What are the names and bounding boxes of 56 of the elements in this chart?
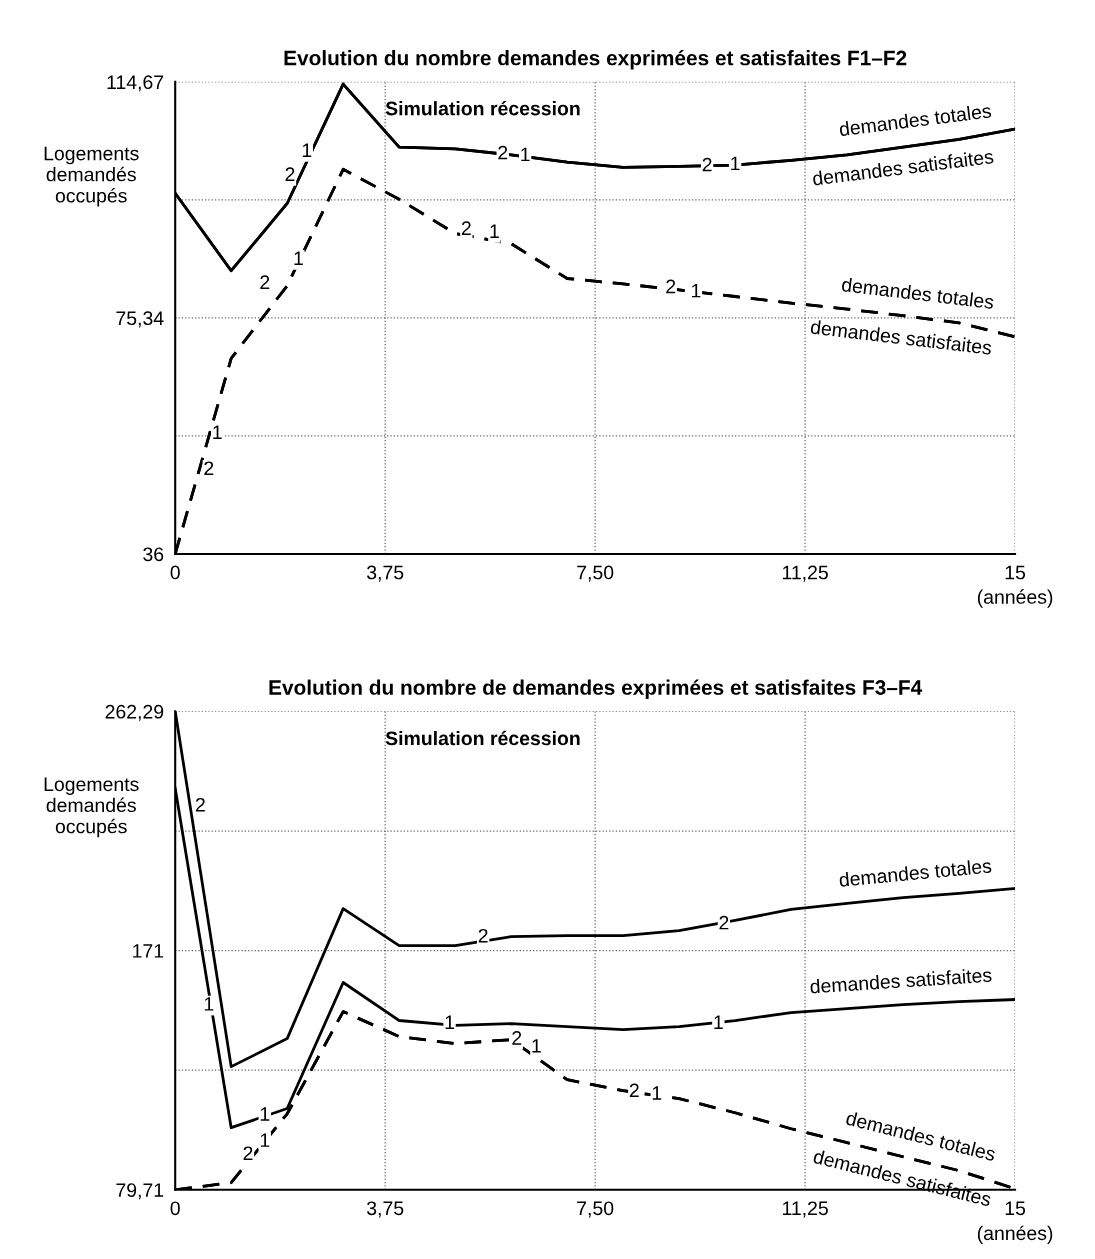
annotation: Simulation récession <box>385 100 580 116</box>
text: demandes totales <box>838 858 992 887</box>
annotation: 2 <box>195 797 205 812</box>
text: demandes totales <box>838 103 992 137</box>
annotation: 2 <box>260 275 270 289</box>
x-tick-label: 11,25 <box>782 1201 828 1218</box>
y-tick-label: 171 <box>133 944 164 958</box>
annotation: 1 <box>521 147 530 162</box>
annotation: 2 <box>204 461 214 475</box>
series-label: demandes satisfaites <box>810 967 992 994</box>
x-axis-title: (années) <box>977 1225 1053 1244</box>
text: demandes totales <box>841 277 995 310</box>
y-tick-label: 79,71 <box>116 1183 164 1200</box>
x-tick-label: 3,75 <box>366 1201 404 1218</box>
x-tick-label: 11,25 <box>782 565 828 582</box>
annotation: 1 <box>490 224 499 238</box>
annotation: 1 <box>213 425 222 439</box>
annotation: 1 <box>652 1086 662 1100</box>
annotation: 2 <box>629 1083 639 1098</box>
annotation: 2 <box>719 915 729 930</box>
x-axis-title: (années) <box>977 589 1053 608</box>
annotation: 1 <box>204 997 214 1011</box>
annotation: 2 <box>478 928 488 943</box>
x-tick-label: 3,75 <box>366 565 404 582</box>
annotation: 1 <box>294 251 303 265</box>
y-tick-label: 262,29 <box>105 704 164 721</box>
annotation: 1 <box>445 1015 455 1029</box>
annotation: 2 <box>243 1146 253 1160</box>
annotation: 1 <box>714 1015 723 1029</box>
annotation: Simulation récession <box>385 730 580 746</box>
x-tick-label: 7,50 <box>577 565 614 582</box>
annotation: 2 <box>461 221 471 235</box>
annotation: 1 <box>260 1107 270 1121</box>
annotation: 2 <box>666 279 676 294</box>
chart-title: Evolution du nombre demandes exprimées et satisfaites F1–F2 <box>284 49 907 70</box>
y-tick-label: 36 <box>143 547 164 562</box>
annotation: 1 <box>260 1133 270 1147</box>
text: demandes satisfaites <box>810 319 992 355</box>
y-tick-label: 114,67 <box>107 75 164 92</box>
annotation: 2 <box>285 167 295 181</box>
x-tick-label: 15 <box>1005 565 1026 580</box>
x-tick-label: 15 <box>1005 1201 1026 1216</box>
annotation: 2 <box>512 1031 522 1045</box>
chart-title: Evolution du nombre de demandes exprimées et satisfaites F3–F4 <box>269 679 923 699</box>
y-axis-title: Logements demandés occupés <box>44 146 139 207</box>
y-axis-title: Logements demandés occupés <box>44 777 139 838</box>
x-tick-label: 0 <box>170 1201 180 1216</box>
annotation: 2 <box>498 145 508 160</box>
annotation: 1 <box>532 1039 541 1053</box>
y-tick-label: 75,34 <box>116 311 164 328</box>
x-tick-label: 0 <box>170 565 180 580</box>
annotation: 1 <box>302 143 312 157</box>
annotation: 1 <box>691 283 701 298</box>
annotation: 2 <box>702 157 712 172</box>
x-tick-label: 7,50 <box>577 1201 614 1218</box>
text: demandes satisfaites <box>812 149 994 186</box>
